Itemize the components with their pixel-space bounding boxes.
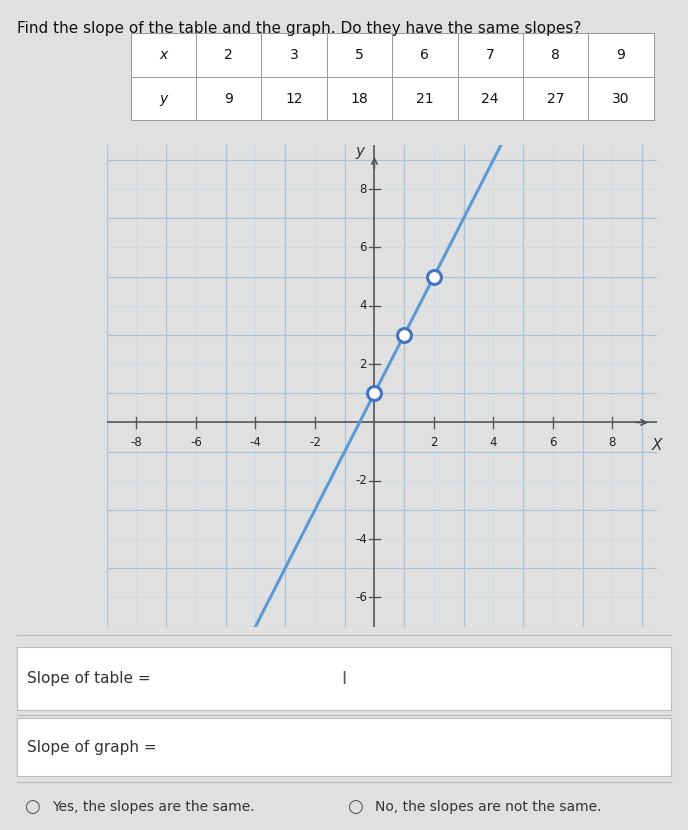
Text: 4: 4 (490, 436, 497, 448)
Text: 8: 8 (609, 436, 616, 448)
Bar (261, 76, 327, 120)
Text: 8: 8 (360, 183, 367, 196)
Text: -8: -8 (131, 436, 142, 448)
Text: -6: -6 (190, 436, 202, 448)
Text: -2: -2 (355, 474, 367, 487)
Text: -6: -6 (355, 591, 367, 604)
Bar (131, 33, 196, 76)
Bar (327, 33, 392, 76)
Bar (196, 33, 261, 76)
Bar (392, 76, 458, 120)
Text: Find the slope of the table and the graph. Do they have the same slopes?: Find the slope of the table and the grap… (17, 21, 581, 36)
Text: 7: 7 (486, 48, 495, 62)
Text: 8: 8 (551, 48, 560, 62)
Bar (523, 33, 588, 76)
Text: 5: 5 (355, 48, 364, 62)
Text: 9: 9 (224, 91, 233, 105)
Text: Yes, the slopes are the same.: Yes, the slopes are the same. (52, 800, 255, 813)
Bar (196, 76, 261, 120)
Text: Slope of table =: Slope of table = (27, 671, 151, 686)
Bar (261, 33, 327, 76)
Text: 2: 2 (430, 436, 438, 448)
Text: 3: 3 (290, 48, 299, 62)
Text: -2: -2 (309, 436, 321, 448)
Bar (523, 76, 588, 120)
Text: x: x (160, 48, 167, 62)
Text: 30: 30 (612, 91, 630, 105)
Text: y: y (160, 91, 167, 105)
Text: 4: 4 (359, 300, 367, 312)
Text: 6: 6 (420, 48, 429, 62)
Bar (392, 33, 458, 76)
Text: 9: 9 (616, 48, 625, 62)
Text: ○: ○ (347, 798, 363, 816)
Text: No, the slopes are not the same.: No, the slopes are not the same. (375, 800, 601, 813)
Text: -4: -4 (250, 436, 261, 448)
Text: 27: 27 (547, 91, 564, 105)
Bar (327, 76, 392, 120)
Text: y: y (355, 144, 364, 159)
Text: 6: 6 (549, 436, 557, 448)
Text: -4: -4 (355, 533, 367, 545)
Text: 12: 12 (286, 91, 303, 105)
Text: Slope of graph =: Slope of graph = (27, 740, 157, 754)
Text: ○: ○ (24, 798, 40, 816)
Text: 21: 21 (416, 91, 433, 105)
Text: I: I (341, 670, 347, 687)
Text: 6: 6 (359, 241, 367, 254)
Text: 2: 2 (224, 48, 233, 62)
Bar (588, 33, 654, 76)
Text: X: X (652, 438, 663, 453)
Bar (458, 76, 523, 120)
Text: 18: 18 (351, 91, 368, 105)
Bar (458, 33, 523, 76)
Bar (588, 76, 654, 120)
Text: 24: 24 (482, 91, 499, 105)
Bar (131, 76, 196, 120)
Text: 2: 2 (359, 358, 367, 370)
